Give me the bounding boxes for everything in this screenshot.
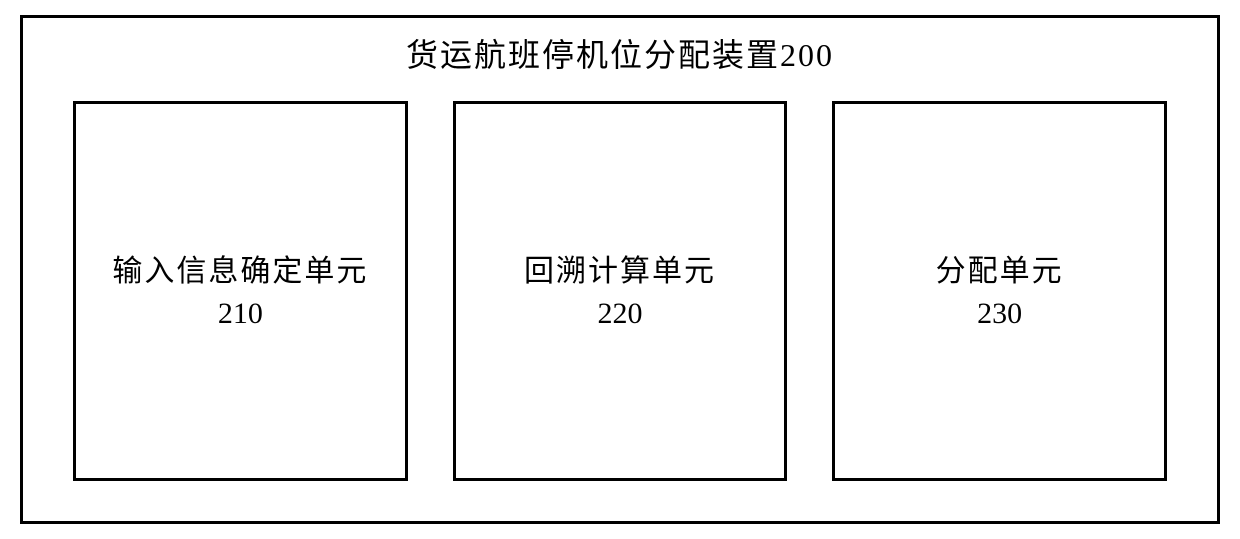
unit-number: 220 — [598, 297, 643, 331]
unit-label: 回溯计算单元 — [524, 251, 716, 293]
diagram-container: 货运航班停机位分配装置200 输入信息确定单元 210 回溯计算单元 220 分… — [20, 15, 1220, 524]
unit-box-allocate: 分配单元 230 — [832, 101, 1167, 481]
units-row: 输入信息确定单元 210 回溯计算单元 220 分配单元 230 — [73, 101, 1167, 481]
unit-label: 输入信息确定单元 — [112, 251, 368, 293]
unit-label: 分配单元 — [936, 251, 1064, 293]
unit-number: 210 — [218, 297, 263, 331]
unit-box-backtrack: 回溯计算单元 220 — [453, 101, 788, 481]
diagram-title: 货运航班停机位分配装置200 — [406, 30, 834, 76]
unit-box-input: 输入信息确定单元 210 — [73, 101, 408, 481]
unit-number: 230 — [977, 297, 1022, 331]
